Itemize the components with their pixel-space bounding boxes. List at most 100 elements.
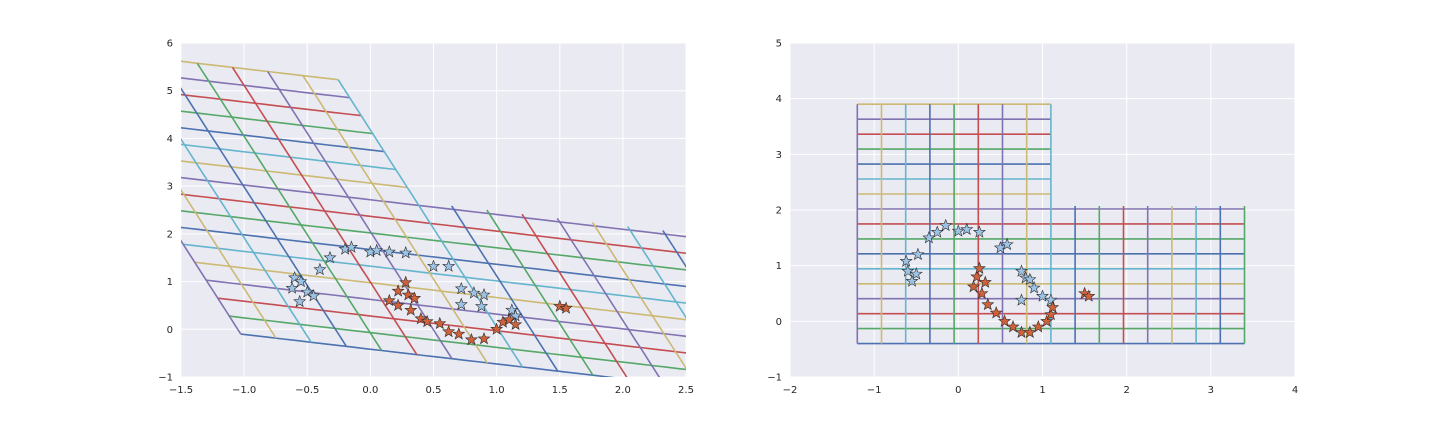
star-point-light [467, 286, 481, 299]
star-point-dark [989, 306, 1003, 319]
star-point-light [972, 225, 986, 238]
y-tick-label: 5 [167, 86, 173, 97]
star-point-light [930, 225, 944, 238]
star-point-light [905, 274, 919, 287]
star-point-dark [490, 322, 504, 335]
star-point-light [899, 254, 913, 267]
star-point-light [911, 247, 925, 261]
y-tick-label: 3 [167, 182, 173, 193]
star-point-light [1044, 293, 1058, 306]
star-point-dark [414, 311, 428, 325]
x-tick-label: −1.5 [169, 385, 193, 396]
star-point-dark [981, 297, 995, 311]
grid-line-vertical [627, 226, 686, 319]
star-point-dark [420, 314, 434, 328]
grid-line-vertical [181, 137, 312, 343]
star-point-light [344, 240, 358, 253]
star-point-light [442, 259, 456, 272]
x-tick-label: 0 [955, 385, 961, 396]
star-point-light [1023, 272, 1037, 286]
star-point-light [323, 250, 337, 264]
x-tick-label: −1 [867, 385, 882, 396]
x-tick-label: −1.0 [232, 385, 256, 396]
star-point-light [1027, 281, 1041, 294]
y-tick-label: 3 [776, 150, 782, 161]
star-point-dark [399, 275, 413, 289]
x-tick-label: 0.0 [362, 385, 378, 396]
star-point-light [1000, 237, 1014, 251]
star-point-light [475, 299, 488, 312]
grid-line-vertical [521, 213, 628, 377]
grid-line-vertical [181, 239, 242, 335]
star-point-light [454, 297, 468, 310]
star-point-light [426, 259, 441, 272]
y-tick-label: 2 [776, 206, 782, 217]
y-tick-label: 1 [776, 261, 782, 272]
grid-line-vertical [486, 209, 594, 376]
x-tick-label: −0.5 [295, 385, 319, 396]
star-point-dark [970, 269, 984, 283]
y-tick-label: 2 [167, 229, 173, 240]
x-tick-label: 2.5 [678, 385, 694, 396]
grid-line-vertical [196, 62, 383, 351]
grid-line-vertical [267, 71, 453, 360]
star-point-light [454, 281, 468, 295]
star-point-dark [477, 331, 491, 345]
star-point-light [505, 303, 519, 316]
star-point-light [399, 246, 413, 259]
star-point-light [300, 285, 314, 298]
star-point-dark [382, 293, 396, 307]
y-tick-label: −1 [158, 373, 173, 384]
x-tick-label: 1 [1039, 385, 1045, 396]
x-tick-label: 4 [1292, 385, 1298, 396]
x-tick-label: 2.0 [615, 385, 631, 396]
grid-line-vertical [662, 230, 686, 268]
star-point-dark [1031, 320, 1045, 333]
star-point-dark [464, 332, 478, 346]
star-point-light [960, 222, 974, 236]
star-point-dark [1044, 307, 1058, 321]
star-point-light [1014, 264, 1029, 277]
star-point-light [293, 294, 307, 308]
star-point-dark [452, 327, 466, 340]
star-point-dark [404, 303, 418, 316]
star-point-light [382, 245, 396, 258]
star-point-light [285, 281, 299, 294]
x-tick-label: 0.5 [426, 385, 442, 396]
star-point-dark [1006, 320, 1020, 333]
star-point-light [901, 264, 915, 277]
star-point-dark [391, 298, 405, 312]
star-point-dark [966, 279, 981, 293]
star-point-dark [975, 286, 989, 300]
star-point-dark [509, 317, 523, 331]
warped-grid [856, 103, 1246, 345]
star-point-light [477, 288, 491, 301]
star-point-light [288, 270, 302, 284]
y-tick-label: 0 [776, 317, 782, 328]
x-tick-label: 1.5 [552, 385, 568, 396]
star-point-dark [502, 312, 516, 326]
y-tick-label: 4 [167, 134, 173, 145]
star-point-dark [401, 288, 415, 301]
chart-panel-1: −1.5 −1.0 −0.5 0.0 0.5 1.0 1.5 2.0 2.5 −1 0 1 2 3 4 5 6 [158, 39, 804, 400]
star-point-dark [978, 275, 992, 288]
star-point-dark [1040, 314, 1054, 327]
star-point-light [909, 267, 923, 280]
star-point-dark [553, 299, 567, 312]
y-tick-label: 4 [776, 94, 782, 105]
star-point-dark [559, 301, 573, 314]
x-tick-label: 1.0 [489, 385, 505, 396]
grid-line-vertical [698, 235, 804, 400]
star-point-light [313, 262, 327, 276]
star-point-light [294, 274, 308, 288]
grid-line-vertical [181, 188, 277, 339]
grid-line-vertical [337, 79, 524, 368]
x-tick-label: 2 [1123, 385, 1129, 396]
y-tick-label: 5 [776, 39, 782, 50]
star-point-dark [998, 314, 1012, 327]
star-point-dark [391, 284, 405, 297]
star-point-dark [433, 316, 447, 330]
star-point-light [307, 289, 321, 302]
grid-line-vertical [451, 205, 559, 372]
